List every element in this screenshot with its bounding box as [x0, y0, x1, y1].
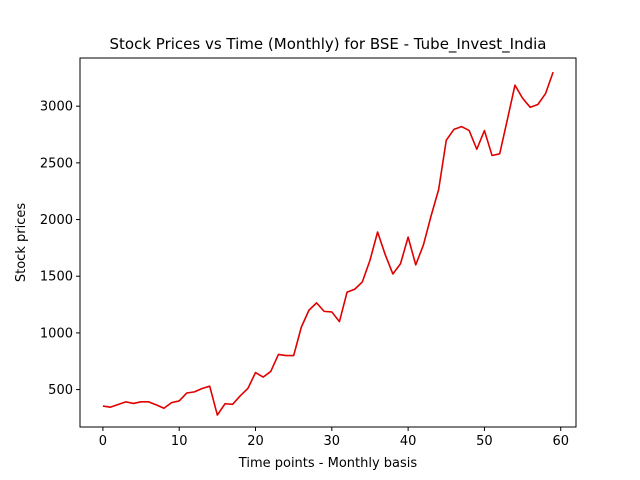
x-axis: 0 10 20 30 40 50 60 [99, 427, 569, 449]
y-tick-label: 1500 [40, 270, 73, 285]
x-tick-label: 10 [171, 434, 188, 449]
x-tick-label: 50 [476, 434, 493, 449]
chart-title: Stock Prices vs Time (Monthly) for BSE -… [110, 35, 547, 54]
x-tick-label: 60 [552, 434, 569, 449]
stock-price-line [102, 71, 554, 416]
y-axis: 500 1000 1500 2000 2500 3000 [40, 100, 80, 398]
plot-frame [79, 57, 577, 428]
y-tick-label: 2000 [40, 213, 73, 228]
y-tick-label: 2500 [40, 156, 73, 171]
x-tick-label: 40 [400, 434, 417, 449]
x-tick-label: 20 [247, 434, 264, 449]
y-axis-label: Stock prices [14, 203, 29, 282]
x-axis-label: Time points - Monthly basis [238, 456, 418, 471]
x-tick-label: 30 [324, 434, 341, 449]
y-tick-label: 1000 [40, 326, 73, 341]
y-tick-label: 3000 [40, 100, 73, 115]
series-group [102, 71, 554, 416]
x-tick-label: 0 [99, 434, 107, 449]
y-tick-label: 500 [48, 383, 73, 398]
